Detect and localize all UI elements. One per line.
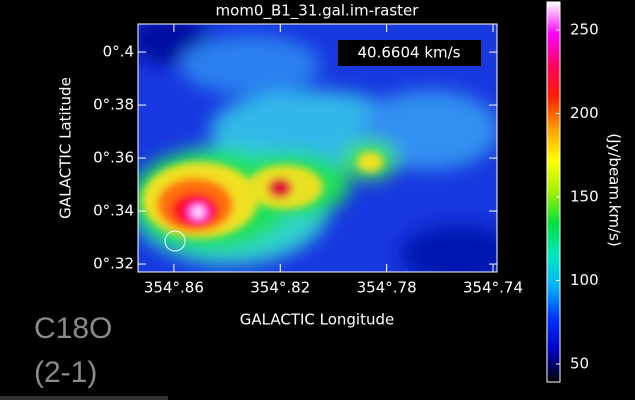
y-tick-label: 0°.38 [93, 96, 134, 114]
colorbar-tick-label: 200 [570, 104, 599, 122]
page: mom0_B1_31.gal.im-raster 40.6604 km [0, 0, 635, 400]
colorbar [547, 2, 560, 382]
colorbar-tick-label: 150 [570, 188, 599, 206]
colorbar-label: (Jy/beam.km/s) [606, 133, 624, 247]
y-tick-label: 0°.4 [103, 43, 134, 61]
y-tick-label: 0°.32 [93, 255, 134, 273]
y-tick-label: 0°.36 [93, 149, 134, 167]
x-tick-label: 354°.82 [250, 279, 310, 297]
annotation: 40.6604 km/s [358, 44, 461, 62]
x-tick-label: 354°.74 [463, 279, 523, 297]
colorbar-tick-label: 50 [570, 354, 589, 372]
x-axis-label: GALACTIC Longitude [240, 311, 395, 329]
x-tick-label: 354°.86 [144, 279, 204, 297]
y-axis-label: GALACTIC Latitude [57, 77, 75, 219]
y-tick-label: 0°.34 [93, 202, 134, 220]
x-tick-label: 354°.78 [357, 279, 417, 297]
chart-title: mom0_B1_31.gal.im-raster [216, 2, 420, 21]
colorbar-tick-label: 250 [570, 21, 599, 39]
overlay-text: (2-1) [34, 356, 97, 389]
window-edge [0, 396, 168, 400]
chart: mom0_B1_31.gal.im-raster 40.6604 km [0, 0, 635, 400]
overlay-text: C18O [34, 312, 112, 345]
colorbar-tick-label: 100 [570, 271, 599, 289]
